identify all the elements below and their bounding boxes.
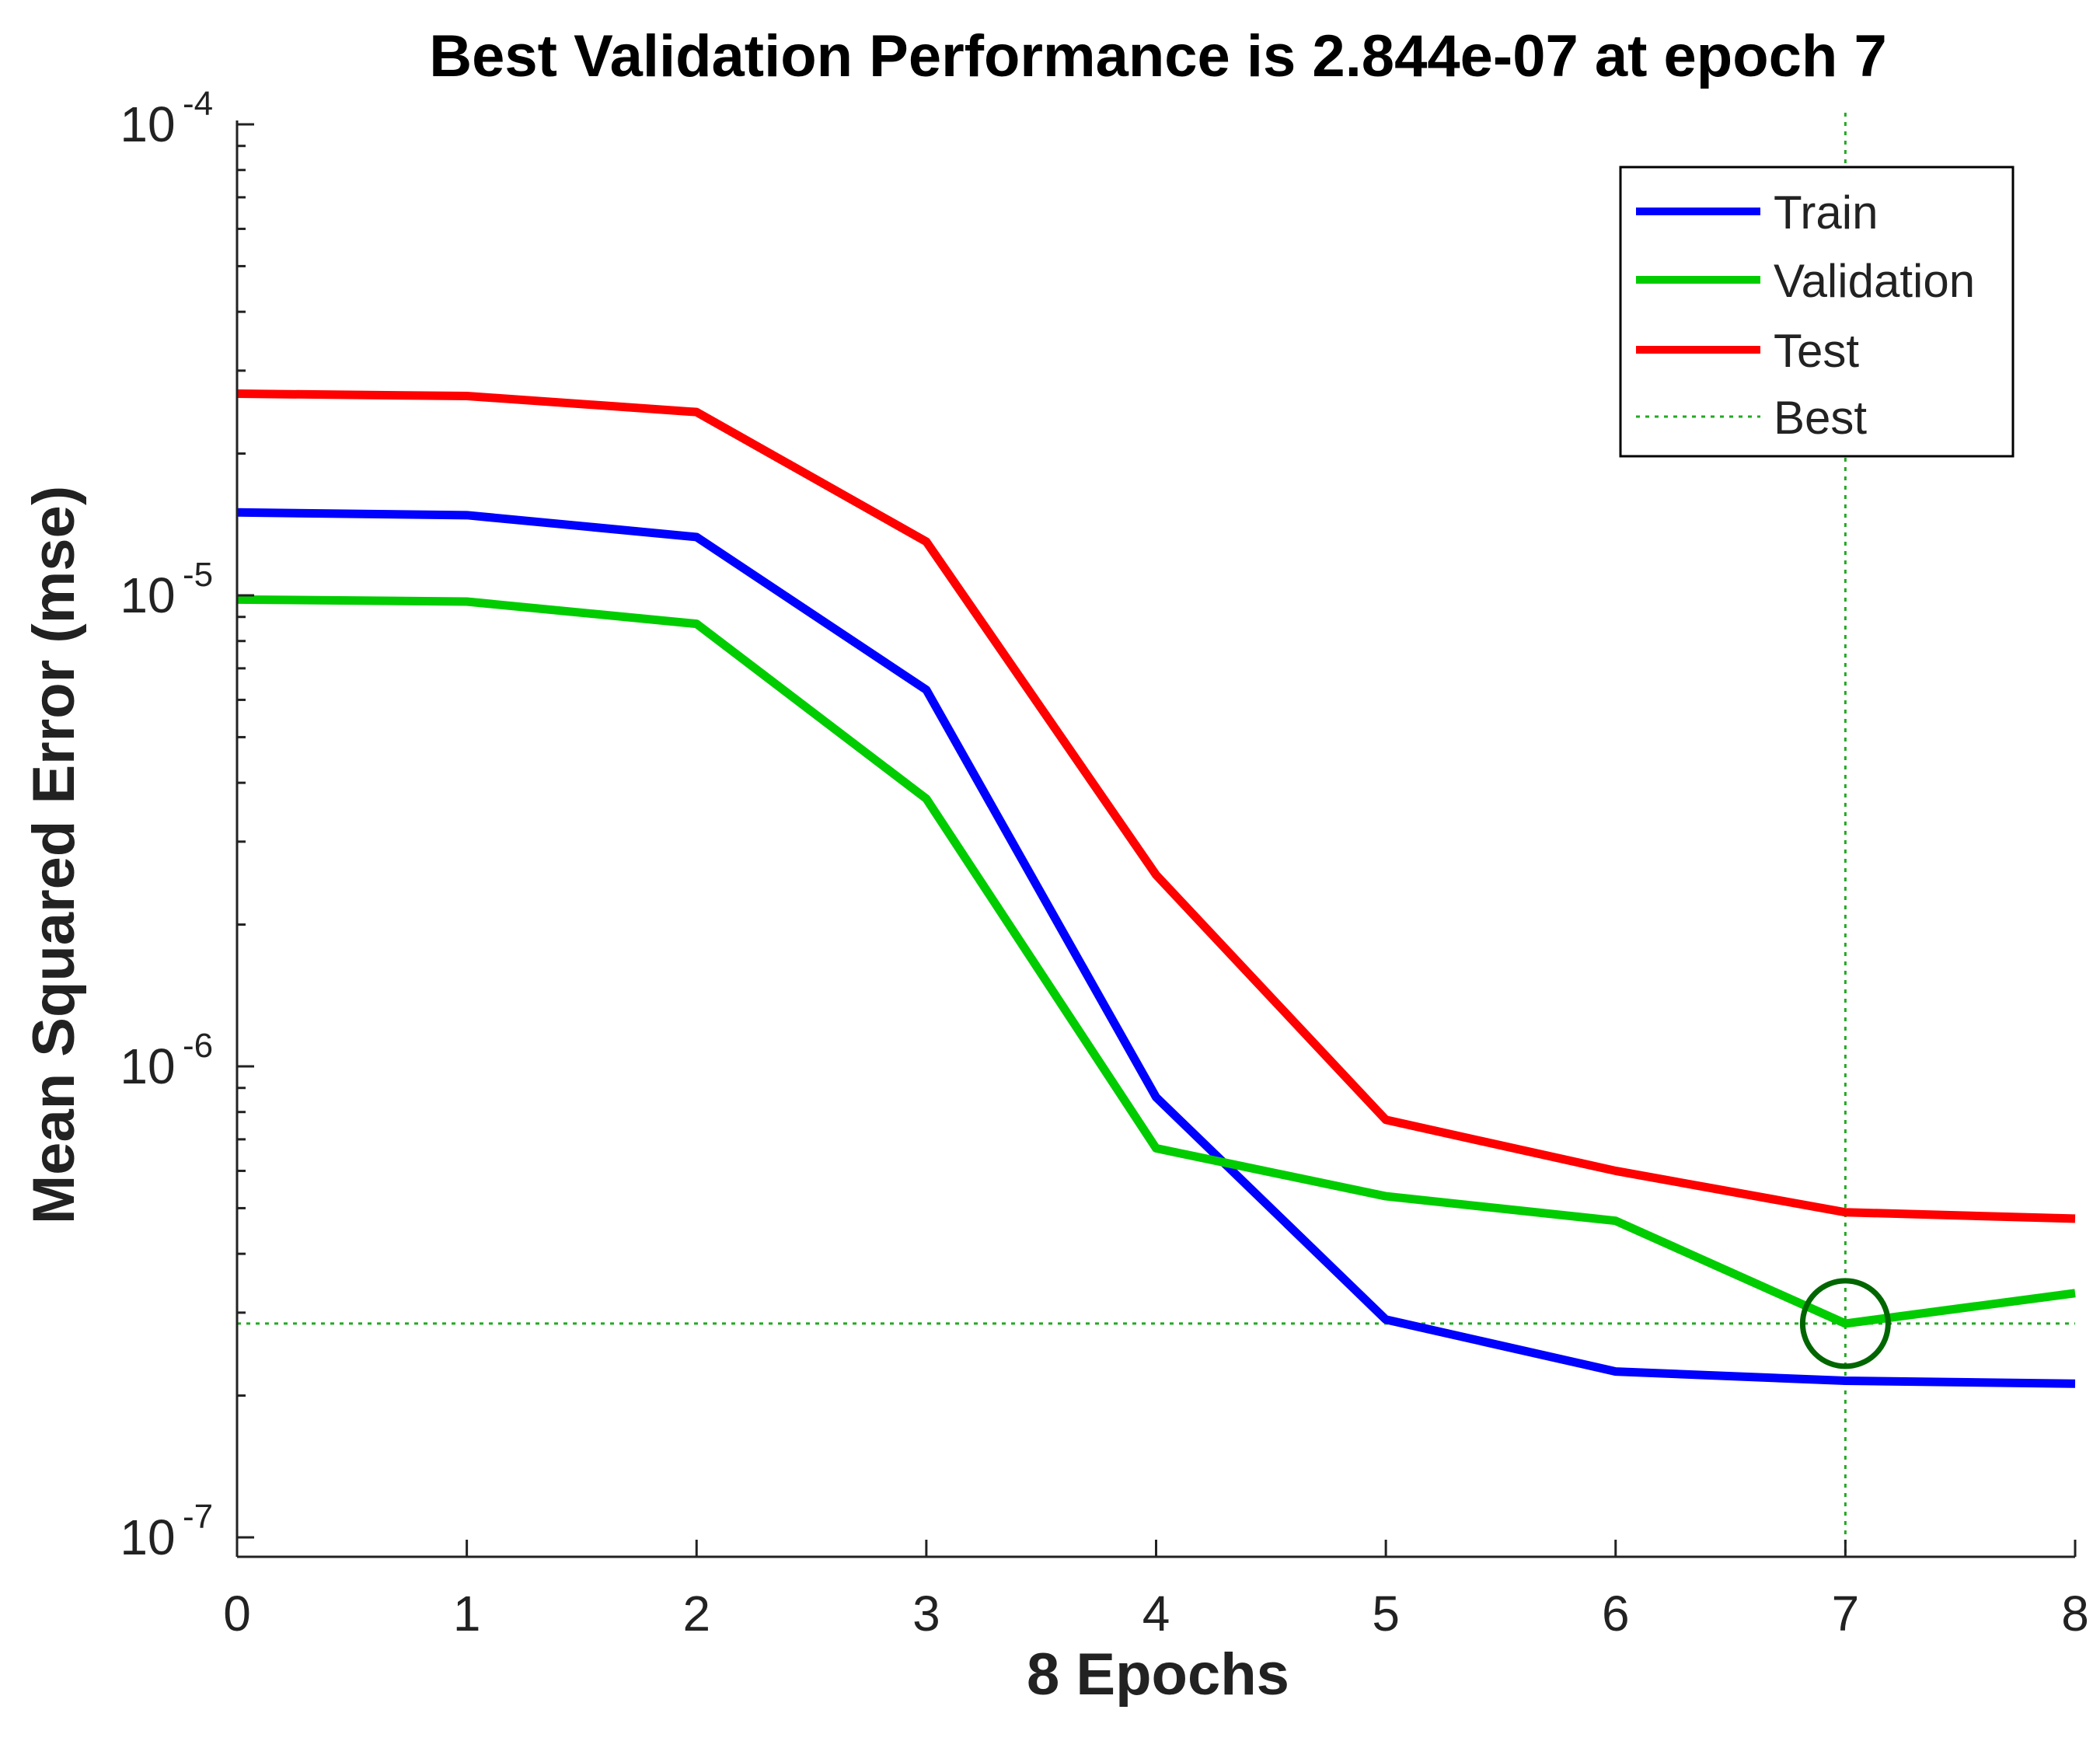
y-tick-label: 10 bbox=[120, 1509, 175, 1565]
x-tick-label: 5 bbox=[1372, 1586, 1400, 1642]
x-tick-label: 0 bbox=[223, 1586, 251, 1642]
legend: Train Validation Test Best bbox=[1619, 166, 2015, 458]
x-tick-label: 8 bbox=[2061, 1586, 2089, 1642]
x-tick-label: 3 bbox=[912, 1586, 940, 1642]
x-tick-label: 4 bbox=[1142, 1586, 1170, 1642]
y-ticks: 10-710-610-510-4 bbox=[120, 85, 254, 1565]
x-tick-label: 1 bbox=[453, 1586, 481, 1642]
series-layer bbox=[236, 389, 2076, 1388]
x-tick-label: 7 bbox=[1832, 1586, 1860, 1642]
y-tick-exponent: -5 bbox=[183, 556, 213, 594]
x-ticks: 0 1 2 3 4 5 6 7 8 bbox=[223, 1540, 2089, 1642]
legend-label-test: Test bbox=[1774, 325, 1859, 377]
x-tick-label: 6 bbox=[1602, 1586, 1630, 1642]
series-line-validation bbox=[236, 595, 2076, 1328]
x-tick-label: 2 bbox=[682, 1586, 710, 1642]
series-line-test bbox=[236, 389, 2076, 1223]
chart-title: Best Validation Performance is 2.844e-07… bbox=[429, 23, 1886, 89]
y-tick-exponent: -4 bbox=[183, 85, 213, 123]
best-marker bbox=[1799, 1278, 1891, 1369]
x-axis-label: 8 Epochs bbox=[1027, 1642, 1289, 1708]
y-axis-label: Mean Squared Error (mse) bbox=[21, 486, 87, 1224]
legend-label-best: Best bbox=[1774, 392, 1867, 444]
legend-label-validation: Validation bbox=[1774, 255, 1975, 307]
y-tick-label: 10 bbox=[120, 96, 175, 152]
series-line-train bbox=[236, 508, 2076, 1388]
best-guides bbox=[237, 113, 2075, 1557]
y-tick-label: 10 bbox=[120, 567, 175, 623]
y-tick-exponent: -7 bbox=[183, 1498, 213, 1536]
legend-label-train: Train bbox=[1774, 187, 1878, 239]
y-tick-exponent: -6 bbox=[183, 1027, 213, 1065]
y-tick-label: 10 bbox=[120, 1038, 175, 1094]
